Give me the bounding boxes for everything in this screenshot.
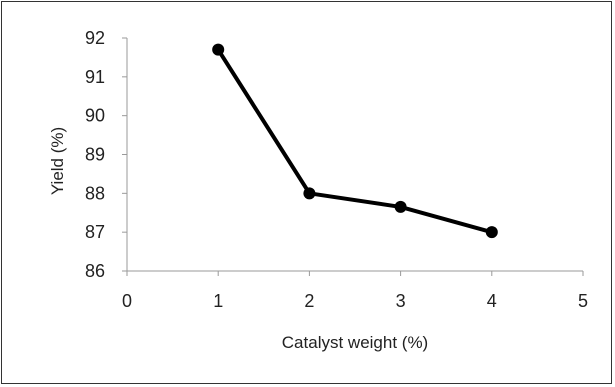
data-point	[303, 187, 316, 200]
data-point	[394, 200, 407, 213]
x-axis: 0 1 2 3 4 5	[122, 270, 588, 311]
x-tick-label: 4	[487, 291, 497, 311]
y-tick-label: 87	[85, 222, 105, 242]
y-axis-title: Yield (%)	[48, 127, 67, 195]
x-tick-label: 0	[122, 291, 132, 311]
y-axis: 86 87 88 89 90 91 92	[85, 28, 128, 281]
x-tick-label: 5	[578, 291, 588, 311]
y-tick-label: 86	[85, 261, 105, 281]
y-tick-label: 88	[85, 183, 105, 203]
series-group	[212, 43, 498, 239]
x-tick-label: 2	[304, 291, 314, 311]
x-axis-title: Catalyst weight (%)	[282, 333, 428, 352]
series-line	[216, 47, 494, 235]
y-tick-label: 89	[85, 145, 105, 165]
data-point	[485, 226, 498, 239]
y-tick-label: 91	[85, 67, 105, 87]
x-tick-label: 1	[213, 291, 223, 311]
y-tick-label: 92	[85, 28, 105, 48]
y-tick-label: 90	[85, 106, 105, 126]
data-point	[212, 43, 225, 56]
x-tick-label: 3	[396, 291, 406, 311]
